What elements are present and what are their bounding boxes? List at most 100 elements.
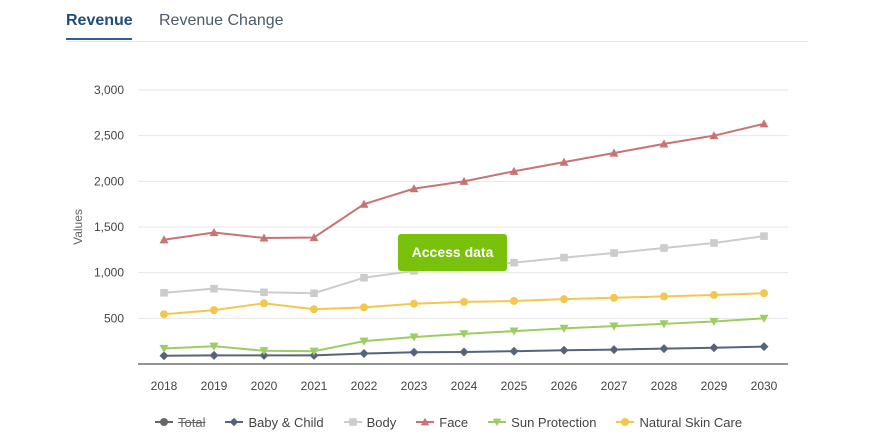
data-point-body [510, 258, 518, 267]
legend-label: Face [439, 414, 469, 430]
x-tick-label: 2022 [351, 379, 378, 393]
active-tab-indicator [66, 38, 132, 40]
data-point-baby-child [259, 350, 269, 360]
data-point-baby-child [209, 350, 219, 360]
data-point-body [610, 249, 618, 257]
legend-item-natural-skin-care[interactable]: Natural Skin Care [616, 415, 742, 430]
y-tick-label: 1,500 [94, 220, 124, 234]
x-tick-label: 2027 [601, 379, 628, 393]
data-point-natural-skin-care [510, 296, 518, 305]
x-tick-label: 2026 [551, 379, 578, 393]
legend-label: Baby & Child [248, 414, 324, 430]
data-point-body [210, 284, 218, 293]
data-point-sun-protection [359, 337, 369, 346]
legend-item-sun-protection[interactable]: Sun Protection [488, 415, 596, 430]
x-tick-label: 2024 [451, 379, 478, 393]
data-point-sun-protection [309, 347, 319, 356]
data-point-face [159, 235, 169, 244]
data-point-baby-child [409, 347, 419, 357]
y-tick-label: 3,000 [94, 83, 124, 97]
data-point-face [559, 157, 569, 166]
data-point-baby-child [459, 347, 469, 357]
tab-revenue-change[interactable]: Revenue Change [159, 12, 284, 29]
data-point-face [309, 233, 319, 242]
x-tick-label: 2028 [651, 379, 678, 393]
legend-label: Body [366, 414, 397, 430]
data-point-face [259, 233, 269, 242]
data-point-sun-protection [759, 314, 769, 323]
data-point-natural-skin-care [260, 299, 268, 308]
data-point-natural-skin-care [310, 305, 318, 314]
data-point-face [759, 119, 769, 128]
chart-legend: Total Baby & Child Body Face Sun Protection N… [155, 413, 762, 431]
data-point-natural-skin-care [660, 292, 668, 301]
data-point-sun-protection [709, 317, 719, 327]
legend-label: Natural Skin Care [639, 414, 743, 430]
legend-item-total[interactable]: Total [155, 415, 205, 430]
data-point-face [209, 227, 219, 237]
data-point-body [710, 239, 718, 247]
legend-label: Sun Protection [511, 414, 597, 430]
x-tick-label: 2029 [701, 379, 728, 393]
data-point-sun-protection [259, 347, 269, 356]
data-point-body [660, 244, 668, 252]
data-point-face [459, 176, 469, 185]
legend-item-face[interactable]: Face [416, 415, 468, 430]
data-point-baby-child [609, 345, 619, 355]
legend-label: Total [178, 414, 206, 430]
data-point-body [260, 288, 268, 297]
data-point-baby-child [659, 344, 669, 354]
legend-symbol-sun-protection [488, 418, 507, 427]
data-point-sun-protection [409, 333, 419, 342]
y-tick-label: 2,000 [94, 174, 124, 188]
data-point-face [659, 139, 669, 148]
data-point-natural-skin-care [710, 291, 718, 300]
line-chart: 500 1,000 1,500 2,000 2,500 3,000 2018 2019 2020… [71, 83, 788, 393]
x-tick-label: 2030 [751, 379, 778, 393]
data-point-baby-child [709, 343, 719, 353]
data-point-sun-protection [509, 327, 519, 336]
data-point-natural-skin-care [560, 295, 568, 304]
data-point-face [359, 199, 369, 208]
data-point-natural-skin-care [210, 306, 218, 315]
data-point-body [360, 273, 368, 282]
tab-revenue[interactable]: Revenue [66, 12, 133, 29]
access-data-button[interactable]: Access data [398, 234, 507, 271]
data-point-sun-protection [659, 320, 669, 329]
y-tick-label: 1,000 [94, 266, 124, 280]
data-point-body [160, 288, 168, 297]
x-tick-label: 2021 [301, 379, 328, 393]
data-point-natural-skin-care [610, 293, 618, 302]
data-point-baby-child [559, 345, 569, 355]
data-point-natural-skin-care [160, 310, 168, 319]
x-tick-label: 2025 [501, 379, 528, 393]
legend-item-baby-child[interactable]: Baby & Child [225, 414, 324, 430]
data-point-face [609, 148, 619, 157]
data-point-natural-skin-care [410, 299, 418, 308]
data-point-baby-child [359, 348, 369, 358]
data-point-natural-skin-care [360, 303, 368, 312]
data-point-baby-child [759, 342, 769, 352]
y-tick-label: 2,500 [94, 129, 124, 143]
data-point-sun-protection [159, 344, 169, 353]
data-point-sun-protection [209, 342, 219, 351]
y-tick-label: 500 [104, 311, 124, 325]
data-point-sun-protection [609, 322, 619, 331]
legend-item-body[interactable]: Body [343, 414, 397, 430]
legend-symbol-face [416, 417, 435, 426]
data-point-natural-skin-care [760, 289, 768, 298]
x-tick-label: 2018 [151, 379, 178, 393]
legend-symbol-natural-skin-care [616, 418, 635, 426]
data-point-sun-protection [559, 324, 569, 333]
x-tick-label: 2019 [201, 379, 228, 393]
data-point-face [509, 166, 519, 175]
data-point-body [560, 253, 568, 262]
x-tick-label: 2023 [401, 379, 428, 393]
data-point-face [709, 131, 719, 140]
x-tick-label: 2020 [251, 379, 278, 393]
tab-bar: Revenue Revenue Change [66, 0, 808, 42]
data-point-body [310, 289, 318, 298]
data-point-baby-child [509, 346, 519, 356]
data-point-natural-skin-care [460, 297, 468, 306]
legend-symbol-baby-child [225, 417, 244, 427]
